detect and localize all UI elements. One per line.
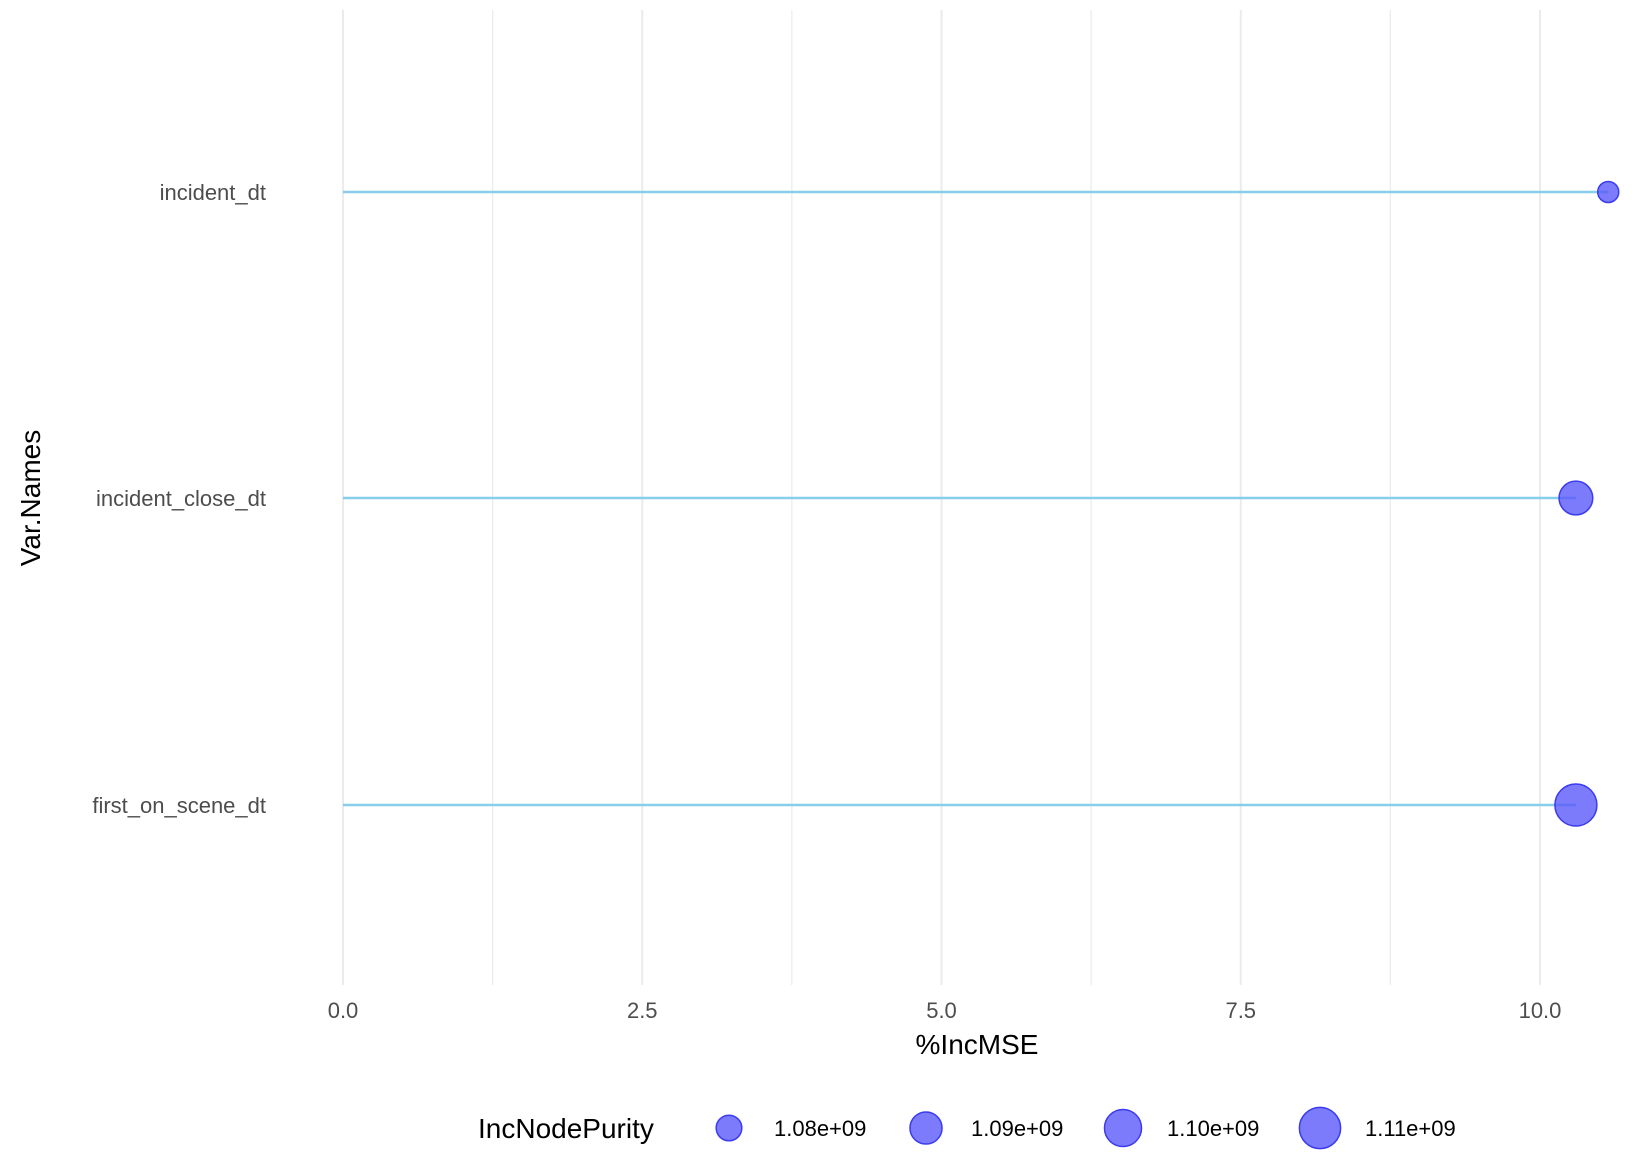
- y-axis-title: Var.Names: [15, 430, 46, 566]
- y-tick-labels: incident_dt incident_close_dt first_on_sce…: [92, 180, 266, 818]
- x-tick-label: 5.0: [926, 998, 957, 1023]
- legend-label: 1.10e+09: [1167, 1116, 1259, 1141]
- legend-label: 1.08e+09: [774, 1116, 866, 1141]
- x-tick-label: 7.5: [1225, 998, 1256, 1023]
- x-tick-label: 10.0: [1519, 998, 1562, 1023]
- point-incident_dt: [1596, 180, 1620, 204]
- legend-title: IncNodePurity: [478, 1113, 654, 1144]
- legend-key: [715, 1114, 743, 1142]
- stems: [343, 190, 1609, 807]
- legend: IncNodePurity 1.08e+09 1.09e+09 1.10e+09 1.…: [478, 1106, 1456, 1150]
- y-tick-label: first_on_scene_dt: [92, 793, 266, 818]
- x-tick-label: 0.0: [328, 998, 359, 1023]
- x-axis-title: %IncMSE: [916, 1029, 1039, 1060]
- point-first_on_scene_dt: [1554, 783, 1598, 827]
- y-tick-label: incident_close_dt: [96, 486, 266, 511]
- legend-label: 1.11e+09: [1365, 1116, 1456, 1141]
- legend-key: [1103, 1108, 1143, 1148]
- legend-key: [909, 1111, 943, 1145]
- points: [1554, 180, 1620, 827]
- x-tick-labels: 0.0 2.5 5.0 7.5 10.0: [328, 998, 1562, 1023]
- y-tick-label: incident_dt: [160, 180, 266, 205]
- point-incident_close_dt: [1558, 480, 1594, 516]
- legend-key: [1298, 1106, 1342, 1150]
- x-tick-label: 2.5: [627, 998, 658, 1023]
- legend-label: 1.09e+09: [971, 1116, 1063, 1141]
